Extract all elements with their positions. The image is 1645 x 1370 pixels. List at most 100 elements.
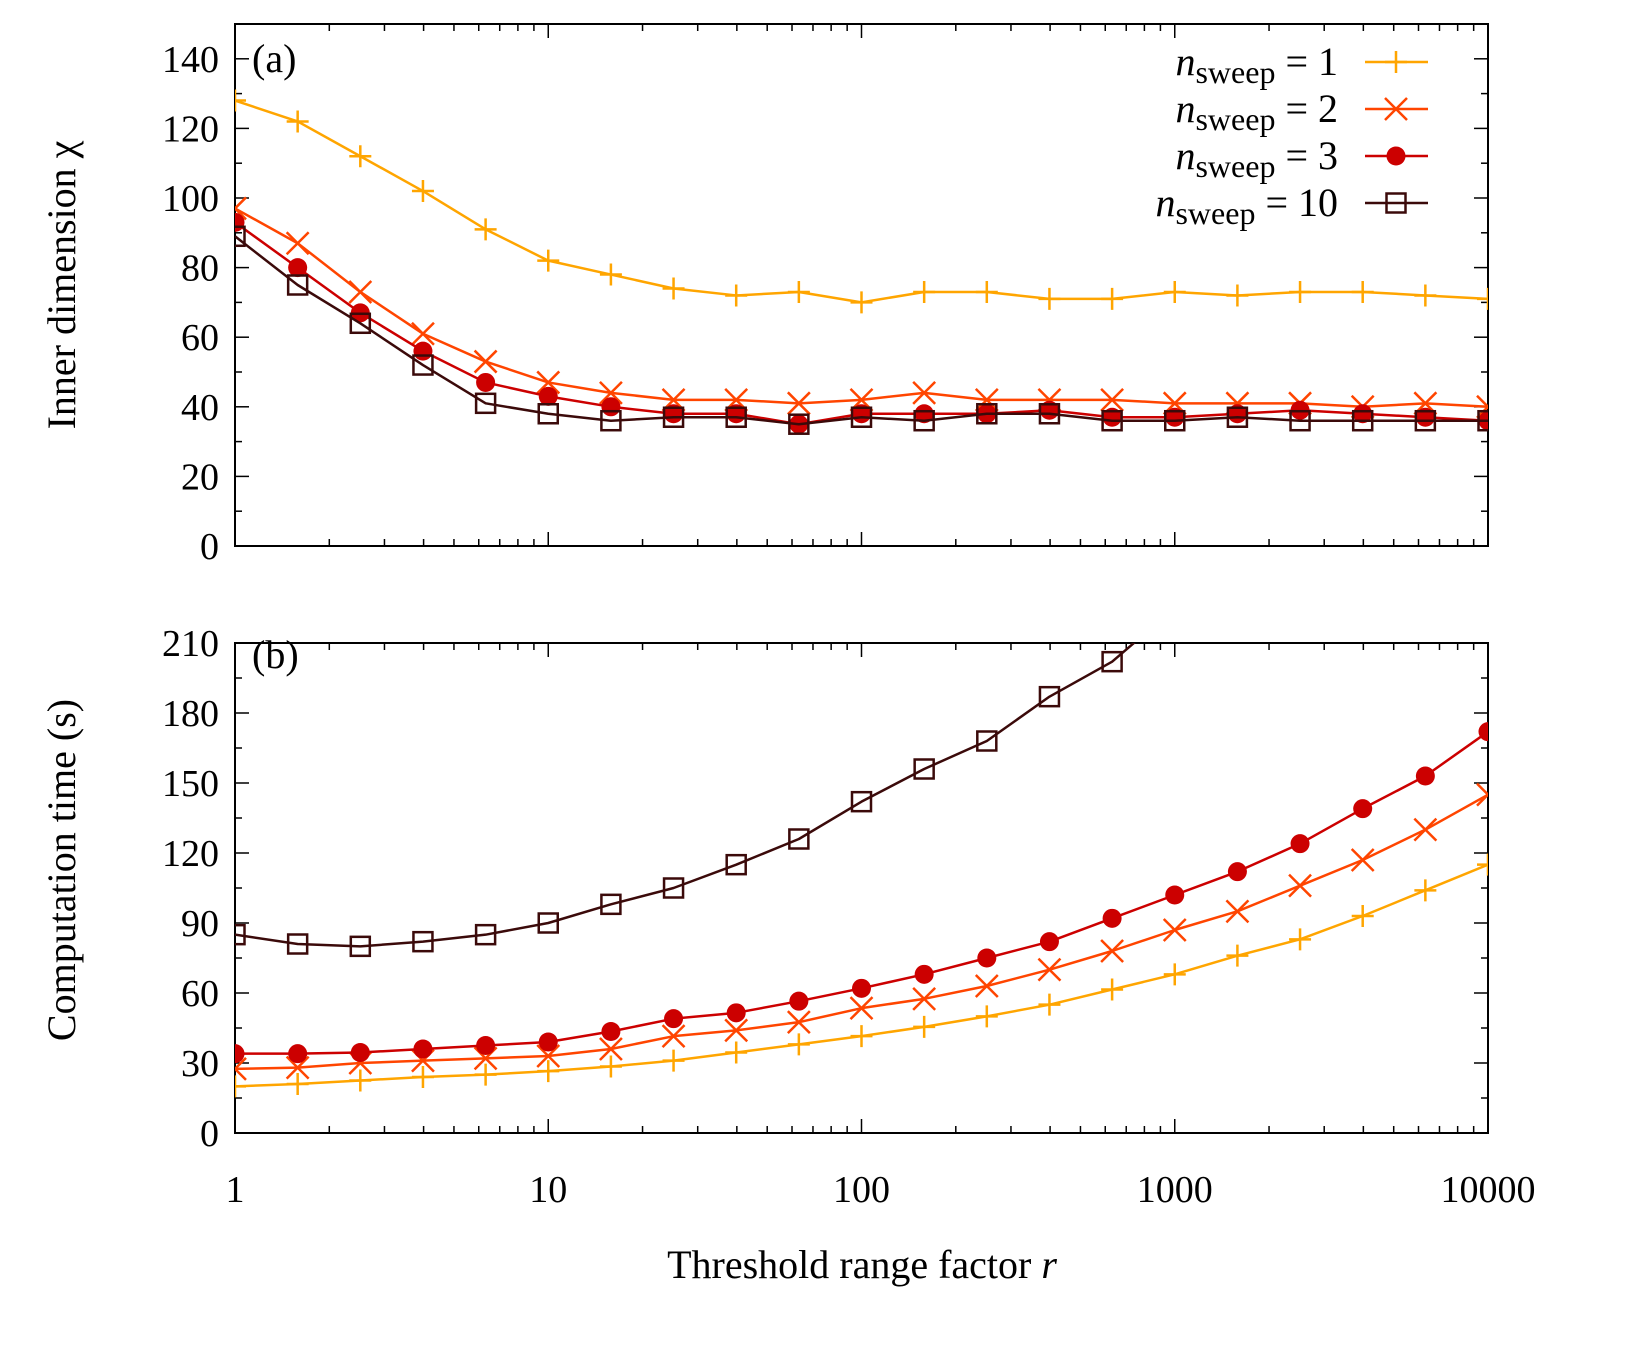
- cross-marker-icon: [786, 1010, 811, 1035]
- square-marker-icon: [725, 406, 747, 428]
- plus-marker-icon: [662, 1049, 685, 1072]
- panel-b: 0 30 60 90 120 150 180 210 (b) Computation time…: [39, 623, 1489, 1155]
- series-group-a: [235, 89, 1488, 435]
- square-marker-icon: [412, 354, 434, 376]
- panel-label-b: (b): [252, 632, 299, 677]
- plus-marker-icon: [787, 1033, 810, 1056]
- cross-marker-icon: [912, 380, 937, 405]
- plus-marker-icon: [474, 1063, 497, 1086]
- circle-marker-icon: [538, 386, 558, 406]
- circle-marker-icon: [1165, 407, 1185, 427]
- circle-marker-icon: [1102, 407, 1122, 427]
- series-4: [235, 225, 1488, 435]
- square-marker-icon: [913, 758, 935, 780]
- circle-marker-icon: [1353, 404, 1373, 424]
- plus-marker-icon: [850, 291, 873, 314]
- square-marker-icon: [286, 274, 309, 296]
- cross-marker-icon: [1100, 939, 1124, 963]
- circle-marker-icon: [1415, 766, 1435, 786]
- plus-marker-icon: [1414, 284, 1437, 307]
- square-marker-icon: [1289, 409, 1311, 432]
- circle-marker-icon: [1386, 146, 1406, 166]
- square-marker-icon: [1226, 406, 1249, 428]
- plus-marker-icon: [599, 263, 622, 286]
- cross-marker-icon: [912, 986, 937, 1011]
- square-marker-icon: [474, 392, 497, 415]
- circle-marker-icon: [288, 258, 308, 278]
- plus-marker-icon: [411, 180, 434, 203]
- circle-marker-icon: [914, 404, 934, 424]
- cross-marker-icon: [599, 380, 623, 405]
- cross-marker-icon: [1100, 387, 1124, 412]
- plus-marker-icon: [1385, 51, 1407, 73]
- y-tick-label: 100: [162, 178, 219, 220]
- plus-marker-icon: [1038, 993, 1061, 1016]
- plus-marker-icon: [1289, 280, 1312, 303]
- circle-marker-icon: [1227, 862, 1247, 882]
- circle-marker-icon: [413, 1039, 433, 1059]
- y-axis-title-b: Computation time (s): [39, 699, 84, 1041]
- x-axis-title-text: Threshold range factor: [667, 1242, 1041, 1287]
- cross-marker-icon: [661, 1024, 686, 1049]
- plus-marker-icon: [1226, 944, 1249, 967]
- circle-marker-icon: [538, 1032, 558, 1052]
- cross-marker-icon: [974, 974, 999, 998]
- square-marker-icon: [662, 877, 685, 899]
- cross-marker-icon: [1476, 394, 1488, 419]
- circle-marker-icon: [1290, 834, 1310, 854]
- square-marker-icon: [349, 312, 372, 335]
- series-line: [235, 221, 1488, 426]
- circle-marker-icon: [1415, 407, 1435, 427]
- circle-marker-icon: [235, 212, 245, 232]
- plus-marker-icon: [1351, 280, 1374, 303]
- plus-marker-icon: [537, 1060, 560, 1083]
- y-tick-label: 180: [162, 693, 219, 735]
- plus-marker-icon: [1477, 287, 1488, 310]
- x-tick-label: 100: [833, 1169, 890, 1211]
- y-tick-label: 0: [200, 526, 219, 568]
- circle-marker-icon: [1165, 885, 1185, 905]
- plus-marker-icon: [474, 218, 497, 241]
- y-tick-labels-b: 0 30 60 90 120 150 180 210: [162, 623, 219, 1155]
- plus-marker-icon: [975, 1005, 998, 1028]
- plus-marker-icon: [787, 280, 810, 303]
- x-tick-labels: 1 10 100 1000 10000: [226, 1169, 1536, 1211]
- x-tick-label: 10000: [1441, 1169, 1536, 1211]
- y-axis-title-a: Inner dimension χ: [39, 140, 84, 429]
- legend-item: nsweep = 2: [1175, 86, 1428, 137]
- series-1: [235, 853, 1488, 1098]
- cross-marker-icon: [1350, 848, 1375, 872]
- cross-marker-icon: [235, 196, 247, 221]
- circle-marker-icon: [288, 1044, 308, 1064]
- cross-marker-icon: [786, 391, 811, 416]
- cross-marker-icon: [974, 387, 999, 412]
- cross-marker-icon: [849, 996, 874, 1021]
- square-marker-icon: [1414, 409, 1437, 432]
- plus-marker-icon: [850, 1025, 873, 1048]
- cross-marker-icon: [1476, 782, 1488, 807]
- plus-marker-icon: [725, 284, 748, 307]
- series-line: [235, 730, 1488, 1055]
- legend-label: nsweep = 10: [1155, 180, 1338, 231]
- panel-label-a: (a): [252, 36, 296, 81]
- plus-marker-icon: [1414, 879, 1437, 902]
- axis-ticks-b: [234, 642, 1488, 1134]
- cross-marker-icon: [599, 1037, 623, 1061]
- circle-marker-icon: [852, 978, 871, 998]
- circle-marker-icon: [235, 1044, 245, 1064]
- y-tick-label: 120: [162, 108, 219, 150]
- cross-marker-icon: [1413, 817, 1438, 842]
- square-marker-icon: [412, 930, 434, 953]
- plus-marker-icon: [349, 1069, 372, 1092]
- circle-marker-icon: [1102, 908, 1122, 928]
- legend-label: nsweep = 3: [1175, 133, 1338, 184]
- square-marker-icon: [537, 403, 559, 425]
- cross-marker-icon: [285, 231, 310, 256]
- plus-marker-icon: [913, 280, 936, 303]
- legend-label: nsweep = 2: [1175, 86, 1338, 137]
- square-marker-icon: [1101, 409, 1123, 432]
- square-marker-icon: [1385, 192, 1407, 214]
- cross-marker-icon: [536, 1044, 561, 1068]
- circle-marker-icon: [601, 1022, 621, 1041]
- plus-marker-icon: [1101, 978, 1124, 1001]
